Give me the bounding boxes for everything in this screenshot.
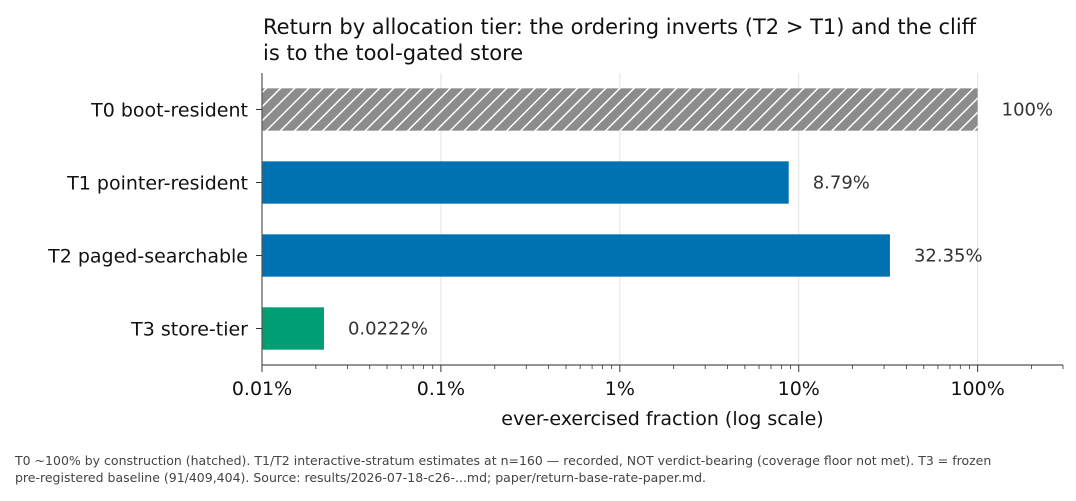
x-axis-label: ever-exercised fraction (log scale) xyxy=(501,408,823,430)
category-label-2: T1 pointer-resident xyxy=(66,173,248,195)
chart-title-line-1: Return by allocation tier: the ordering … xyxy=(263,15,977,39)
value-label-3: 32.35% xyxy=(914,246,983,267)
category-label-3: T2 paged-searchable xyxy=(47,246,248,268)
x-tick-label-2: 0.1% xyxy=(417,378,465,400)
chart-title: Return by allocation tier: the ordering … xyxy=(263,15,977,65)
category-label-4: T3 store-tier xyxy=(130,319,248,341)
x-tick-label-4: 10% xyxy=(778,378,820,400)
bar-chart: Return by allocation tier: the ordering … xyxy=(47,15,1064,430)
bar-3 xyxy=(262,234,890,277)
value-label-1: 100% xyxy=(1002,100,1053,121)
x-tick-label-3: 1% xyxy=(605,378,635,400)
bar-4 xyxy=(262,307,324,350)
footnote-line-2: pre-registered baseline (91/409,404). So… xyxy=(15,470,707,485)
chart-title-line-2: is to the tool-gated store xyxy=(263,41,523,65)
bars xyxy=(262,88,978,350)
axes: 0.01% 0.1% 1% 10% 100% ever-exercised fractio… xyxy=(232,73,1064,430)
x-tick-label-1: 0.01% xyxy=(232,378,292,400)
bar-1 xyxy=(262,88,978,131)
category-label-1: T0 boot-resident xyxy=(90,100,248,122)
x-tick-label-5: 100% xyxy=(950,378,1004,400)
value-label-2: 8.79% xyxy=(813,173,870,194)
footnote: T0 ~100% by construction (hatched). T1/T… xyxy=(15,452,1065,486)
value-label-4: 0.0222% xyxy=(348,319,428,340)
footnote-line-1: T0 ~100% by construction (hatched). T1/T… xyxy=(15,453,992,468)
bar-2 xyxy=(262,161,789,204)
labels: 100% T0 boot-resident 8.79% T1 pointer-resi… xyxy=(47,100,1053,341)
